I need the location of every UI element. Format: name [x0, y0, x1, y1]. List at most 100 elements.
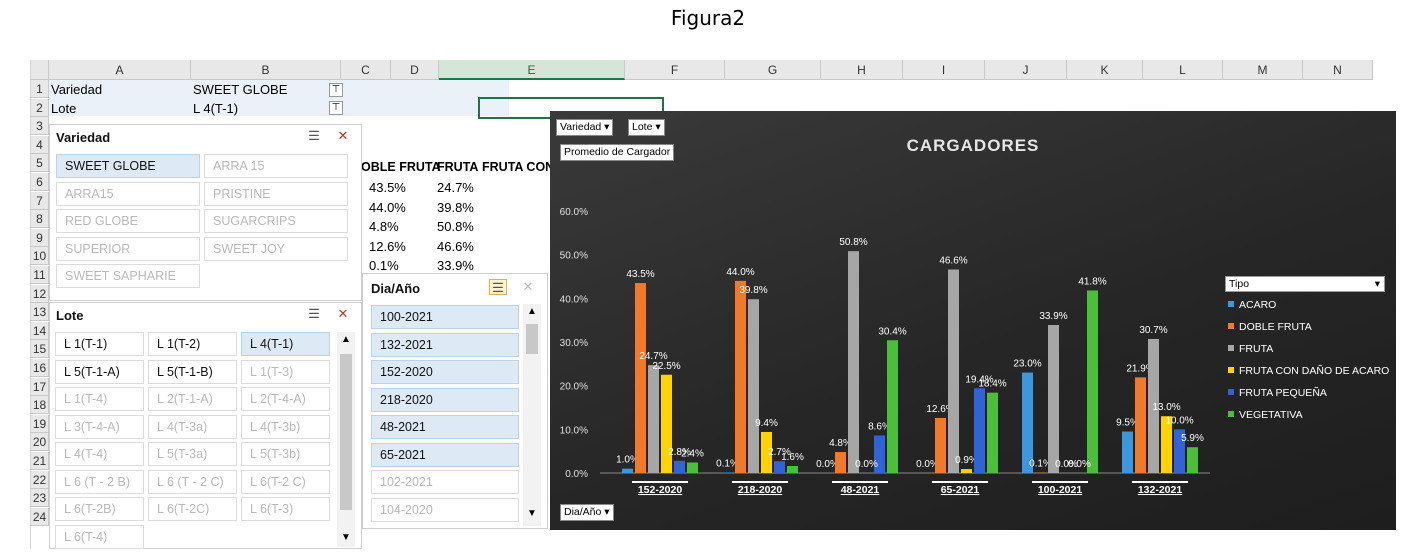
lote-option[interactable]: L 4(T-4)	[55, 442, 144, 466]
dia-option[interactable]: 100-2021	[371, 305, 519, 329]
row-header-13[interactable]: 13	[31, 303, 49, 322]
multi-select-icon[interactable]: ☰	[489, 279, 507, 295]
cell-c7[interactable]: 44.0%	[369, 199, 406, 215]
clear-filter-icon[interactable]: ✕	[337, 306, 349, 321]
row-header-5[interactable]: 5	[31, 154, 49, 173]
dia-option[interactable]: 48-2021	[371, 415, 519, 439]
row-header-15[interactable]: 15	[31, 340, 49, 359]
row-header-4[interactable]: 4	[31, 135, 49, 154]
cell-c6[interactable]: 43.5%	[369, 180, 406, 195]
row-header-2[interactable]: 2	[31, 98, 49, 117]
lote-option[interactable]: L 1(T-4)	[55, 387, 144, 411]
lote-option[interactable]: L 1(T-1)	[55, 332, 144, 356]
lote-option[interactable]: L 1(T-2)	[148, 332, 237, 356]
lote-option[interactable]: L 6 (T - 2 B)	[55, 469, 144, 494]
cell-c10[interactable]: 0.1%	[369, 258, 399, 273]
lote-option[interactable]: L 5(T-1-B)	[148, 359, 237, 384]
clear-filter-icon[interactable]: ✕	[522, 279, 534, 294]
cell-d9[interactable]: 46.6%	[437, 238, 474, 254]
pivot-axis-dia[interactable]: Dia/Año ▾	[560, 504, 614, 521]
dia-option[interactable]: 132-2021	[371, 332, 519, 357]
variedad-option[interactable]: RED GLOBE	[56, 209, 200, 233]
column-header-K[interactable]: K	[1067, 60, 1143, 80]
cell-d7[interactable]: 39.8%	[437, 199, 474, 215]
lote-option[interactable]: L 3(T-4-A)	[55, 414, 144, 439]
row-header-12[interactable]: 12	[31, 284, 49, 303]
row-header-14[interactable]: 14	[31, 321, 49, 340]
column-header-G[interactable]: G	[725, 60, 821, 80]
column-header-H[interactable]: H	[821, 60, 903, 80]
cell-a1[interactable]: Variedad	[51, 82, 103, 97]
variedad-option[interactable]: SWEET GLOBE	[56, 154, 200, 178]
scrollbar-thumb[interactable]	[526, 324, 538, 354]
column-header-N[interactable]: N	[1303, 60, 1373, 80]
lote-option[interactable]: L 5(T-1-A)	[55, 359, 144, 384]
scroll-down-icon[interactable]: ▼	[341, 532, 351, 543]
row-header-21[interactable]: 21	[31, 452, 49, 470]
pivot-value-promedio[interactable]: Promedio de Cargador	[560, 144, 675, 161]
lote-option[interactable]: L 4(T-3a)	[148, 414, 237, 439]
row-header-11[interactable]: 11	[31, 266, 49, 284]
row-header-19[interactable]: 19	[31, 414, 49, 433]
lote-option[interactable]: L 6(T-2 C)	[241, 469, 330, 494]
lote-option[interactable]: L 6 (T - 2 C)	[148, 469, 237, 494]
multi-select-icon[interactable]: ☰	[308, 128, 320, 143]
filter-dropdown-icon[interactable]: ⊤	[329, 83, 343, 97]
variedad-option[interactable]: SUPERIOR	[56, 236, 200, 261]
dia-option[interactable]: 104-2020	[371, 497, 519, 522]
row-header-6[interactable]: 6	[31, 173, 49, 191]
variedad-option[interactable]: ARRA 15	[204, 154, 348, 178]
dia-option[interactable]: 65-2021	[371, 442, 519, 467]
row-header-1[interactable]: 1	[31, 80, 49, 98]
column-header-J[interactable]: J	[985, 60, 1067, 80]
variedad-option[interactable]: SWEET JOY	[204, 236, 348, 261]
column-header-M[interactable]: M	[1223, 60, 1303, 80]
row-header-10[interactable]: 10	[31, 247, 49, 266]
lote-option[interactable]: L 5(T-3b)	[241, 442, 330, 466]
column-header-B[interactable]: B	[191, 60, 341, 80]
row-header-3[interactable]: 3	[31, 117, 49, 136]
variedad-option[interactable]: SUGARCRIPS	[204, 209, 348, 233]
cell-b1[interactable]: SWEET GLOBE	[193, 82, 288, 97]
legend-field-dropdown[interactable]: Tipo ▾	[1225, 276, 1385, 292]
filter-dropdown-icon[interactable]: ⊤	[329, 101, 343, 115]
lote-option[interactable]: L 2(T-4-A)	[241, 387, 330, 411]
sheet-corner[interactable]	[31, 60, 49, 80]
cell-d6[interactable]: 24.7%	[437, 180, 474, 195]
lote-option[interactable]: L 1(T-3)	[241, 359, 330, 384]
lote-option[interactable]: L 4(T-3b)	[241, 414, 330, 439]
scroll-up-icon[interactable]: ▲	[341, 334, 351, 345]
pivot-filter-lote[interactable]: Lote ▾	[628, 119, 665, 136]
dia-option[interactable]: 102-2021	[371, 470, 519, 494]
cell-a2[interactable]: Lote	[51, 101, 77, 116]
row-header-20[interactable]: 20	[31, 433, 49, 452]
cell-d8[interactable]: 50.8%	[437, 219, 474, 234]
cell-c8[interactable]: 4.8%	[369, 219, 399, 234]
lote-option[interactable]: L 6(T-4)	[55, 524, 144, 549]
lote-scrollbar[interactable]: ▲ ▼	[337, 332, 355, 547]
variedad-option[interactable]: ARRA15	[56, 181, 200, 206]
variedad-option[interactable]: SWEET SAPHARIE	[56, 264, 200, 288]
column-header-A[interactable]: A	[49, 60, 191, 80]
row-header-18[interactable]: 18	[31, 396, 49, 415]
column-header-I[interactable]: I	[903, 60, 985, 80]
column-header-C[interactable]: C	[341, 60, 391, 80]
column-header-E[interactable]: E	[439, 60, 625, 80]
row-header-9[interactable]: 9	[31, 228, 49, 247]
column-header-D[interactable]: D	[391, 60, 439, 80]
clear-filter-icon[interactable]: ✕	[337, 128, 349, 143]
column-header-F[interactable]: F	[625, 60, 725, 80]
variedad-option[interactable]: PRISTINE	[204, 181, 348, 206]
lote-option[interactable]: L 6(T-2C)	[148, 497, 237, 521]
pivot-filter-variedad[interactable]: Variedad ▾	[556, 119, 614, 136]
cell-b2[interactable]: L 4(T-1)	[193, 101, 239, 116]
row-header-7[interactable]: 7	[31, 191, 49, 210]
cell-d10[interactable]: 33.9%	[437, 258, 474, 273]
row-header-16[interactable]: 16	[31, 359, 49, 377]
lote-option[interactable]: L 4(T-1)	[241, 332, 330, 356]
dia-option[interactable]: 152-2020	[371, 360, 519, 384]
dia-option[interactable]: 218-2020	[371, 387, 519, 412]
column-header-L[interactable]: L	[1143, 60, 1223, 80]
pivot-chart[interactable]: Variedad ▾ Lote ▾ Promedio de Cargador C…	[550, 111, 1396, 530]
dia-scrollbar[interactable]: ▲ ▼	[523, 304, 541, 526]
